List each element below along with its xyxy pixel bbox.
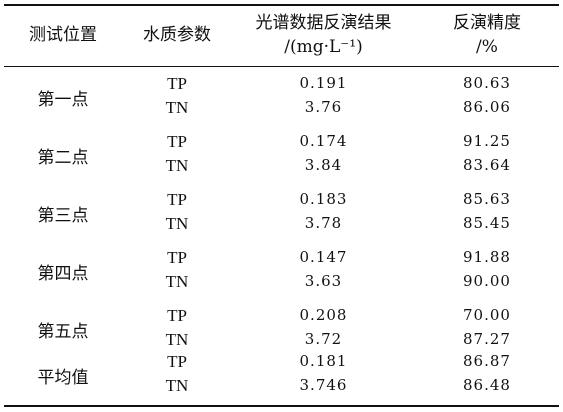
result-cell: 3.76: [304, 98, 343, 116]
site-cell: 第五点: [37, 321, 89, 342]
accuracy-cell: 85.45: [463, 214, 511, 232]
parameter-cell: TN: [165, 156, 189, 175]
header-parameter: 水质参数: [122, 4, 232, 66]
header-parameter-label: 水质参数: [143, 25, 211, 45]
header-accuracy-label: 反演精度: [453, 13, 521, 33]
parameter-cell: TN: [165, 214, 189, 233]
header-accuracy-unit: /%: [476, 37, 498, 57]
result-cell: 3.78: [304, 214, 343, 232]
accuracy-cell: 87.27: [463, 330, 511, 348]
header-inversion-result-label: 光谱数据反演结果: [255, 13, 392, 33]
accuracy-cell: 91.88: [463, 248, 511, 266]
result-cell: 0.174: [299, 132, 348, 150]
site-cell: 第二点: [37, 147, 89, 168]
header-rule: [4, 66, 559, 67]
parameter-cell: TP: [167, 74, 187, 93]
header-inversion-result-unit: /(mg·L⁻¹): [284, 37, 363, 57]
table-row-group: 第一点 TP 0.191 80.63 TN 3.76 86.06: [4, 68, 559, 126]
accuracy-cell: 91.25: [463, 132, 511, 150]
table-top-rule: [4, 4, 559, 6]
header-site-label: 测试位置: [29, 25, 97, 45]
result-cell: 3.746: [299, 376, 348, 394]
header-site: 测试位置: [4, 4, 122, 66]
accuracy-cell: 86.87: [463, 352, 511, 370]
result-cell: 0.183: [299, 190, 348, 208]
accuracy-cell: 83.64: [463, 156, 511, 174]
parameter-cell: TP: [167, 306, 187, 325]
table-row-group: 平均值 TP 0.181 86.87 TN 3.746 86.48: [4, 346, 559, 404]
table-row-group: 第二点 TP 0.174 91.25 TN 3.84 83.64: [4, 126, 559, 184]
parameter-cell: TN: [165, 98, 189, 117]
accuracy-cell: 70.00: [463, 306, 511, 324]
parameter-cell: TP: [167, 248, 187, 267]
result-cell: 3.84: [304, 156, 343, 174]
result-cell: 0.181: [299, 352, 348, 370]
results-table: 测试位置 水质参数 光谱数据反演结果 /(mg·L⁻¹) 反演精度 /% 第一点…: [4, 4, 559, 407]
average-cell: 平均值: [37, 367, 89, 388]
parameter-cell: TP: [167, 352, 187, 371]
table-row-group: 第四点 TP 0.147 91.88 TN 3.63 90.00: [4, 242, 559, 300]
result-cell: 3.63: [304, 272, 343, 290]
accuracy-cell: 80.63: [463, 74, 511, 92]
result-cell: 3.72: [304, 330, 343, 348]
site-cell: 第四点: [37, 263, 89, 284]
accuracy-cell: 86.06: [463, 98, 511, 116]
parameter-cell: TN: [165, 376, 189, 395]
site-cell: 第三点: [37, 205, 89, 226]
parameter-cell: TN: [165, 330, 189, 349]
table-bottom-rule: [4, 405, 559, 407]
result-cell: 0.208: [299, 306, 348, 324]
parameter-cell: TP: [167, 190, 187, 209]
parameter-cell: TN: [165, 272, 189, 291]
parameter-cell: TP: [167, 132, 187, 151]
header-accuracy: 反演精度 /%: [415, 4, 559, 66]
accuracy-cell: 90.00: [463, 272, 511, 290]
result-cell: 0.191: [299, 74, 348, 92]
accuracy-cell: 86.48: [463, 376, 511, 394]
result-cell: 0.147: [299, 248, 348, 266]
table-row-group: 第五点 TP 0.208 70.00 TN 3.72 87.27: [4, 300, 559, 358]
header-inversion-result: 光谱数据反演结果 /(mg·L⁻¹): [232, 4, 415, 66]
accuracy-cell: 85.63: [463, 190, 511, 208]
table-row-group: 第三点 TP 0.183 85.63 TN 3.78 85.45: [4, 184, 559, 242]
site-cell: 第一点: [37, 89, 89, 110]
